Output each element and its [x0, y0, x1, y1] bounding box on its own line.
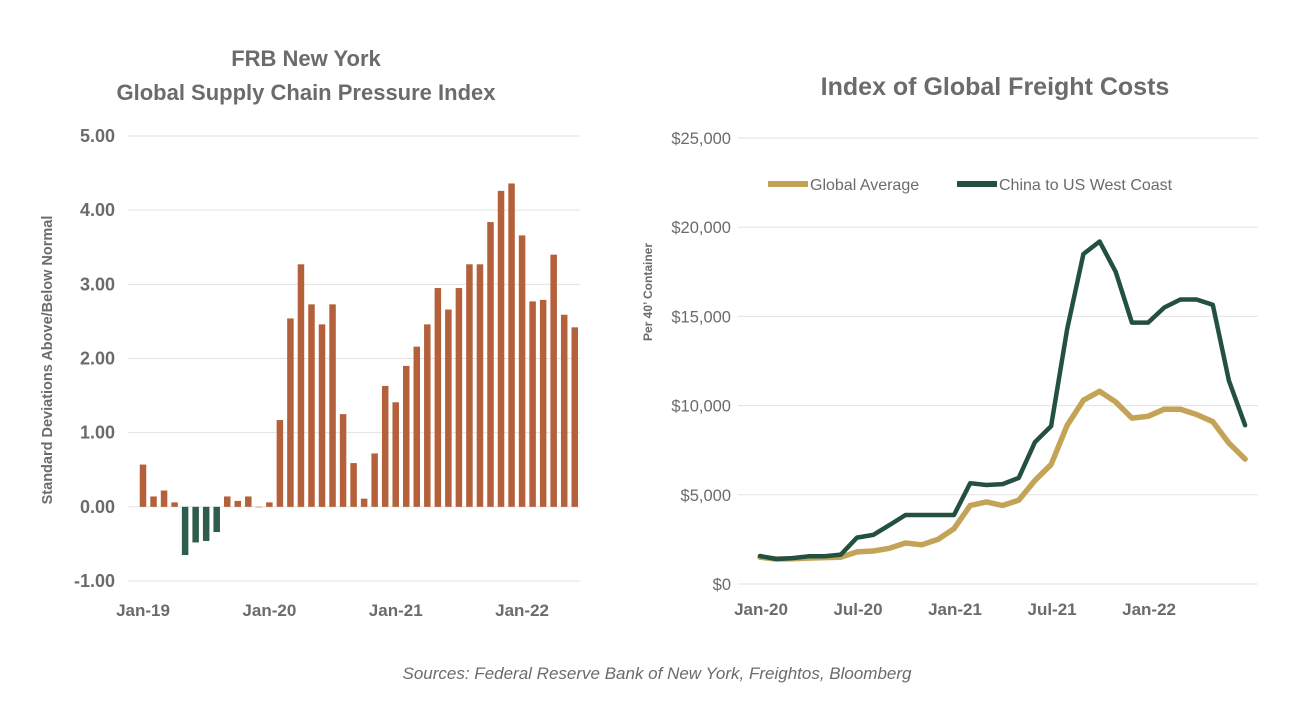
bar-nov-21: [497, 190, 505, 507]
y-tick-label: $0: [713, 576, 731, 594]
source-note: Sources: Federal Reserve Bank of New Yor…: [402, 664, 912, 683]
x-tick-label: Jan-19: [116, 601, 170, 620]
bar-jun-19: [192, 506, 199, 543]
bar-apr-20: [297, 264, 305, 507]
y-axis-label: Standard Deviations Above/Below Normal: [40, 216, 56, 505]
bar-jun-22: [571, 327, 578, 507]
x-tick-label: Jan-21: [928, 600, 982, 619]
bar-jun-21: [445, 309, 452, 507]
y-tick-label: $20,000: [671, 219, 731, 237]
bar-dec-20: [381, 385, 389, 507]
chart-title-line2: Global Supply Chain Pressure Index: [117, 80, 497, 105]
bar-mar-20: [287, 318, 294, 507]
bar-dec-21: [508, 183, 515, 507]
chart-title-line1: FRB New York: [231, 46, 381, 71]
bar-apr-22: [550, 254, 557, 507]
bar-oct-19: [234, 500, 242, 507]
bar-mar-21: [413, 346, 421, 507]
y-tick-label: 3.00: [80, 274, 115, 294]
bar-sep-19: [223, 496, 231, 507]
bar-jan-19: [139, 464, 147, 507]
bar-feb-19: [150, 496, 157, 507]
bar-feb-20: [276, 420, 284, 507]
bar-jul-20: [329, 304, 336, 507]
bar-oct-20: [360, 498, 368, 507]
x-tick-label: Jan-21: [369, 601, 423, 620]
y-tick-label: $10,000: [671, 398, 731, 416]
bar-aug-19: [213, 506, 220, 533]
x-tick-label: Jan-22: [495, 601, 549, 620]
bar-jan-22: [518, 235, 526, 507]
bar-may-21: [434, 288, 442, 507]
bar-aug-21: [466, 264, 473, 507]
bar-nov-20: [371, 453, 378, 507]
bar-apr-19: [171, 502, 178, 507]
y-tick-label: -1.00: [74, 571, 115, 591]
x-tick-label: Jan-22: [1122, 600, 1176, 619]
bar-dec-19: [255, 506, 263, 508]
x-tick-label: Jul-20: [833, 600, 882, 619]
bar-jul-21: [455, 288, 463, 507]
bar-may-19: [181, 506, 189, 556]
series-lines: [757, 239, 1248, 562]
x-tick-label: Jul-21: [1027, 600, 1076, 619]
supply-chain-pressure-chart: FRB New York Global Supply Chain Pressur…: [40, 46, 580, 620]
bar-mar-19: [160, 490, 168, 507]
series-line-china-to-us-west-coast: [757, 239, 1248, 562]
y-tick-label: 2.00: [80, 349, 115, 369]
bar-sep-21: [476, 264, 484, 507]
bar-may-20: [308, 304, 315, 507]
legend-label-global-average: Global Average: [810, 177, 919, 194]
y-tick-label: 1.00: [80, 423, 115, 443]
bar-feb-22: [529, 301, 536, 507]
y-tick-label: 5.00: [80, 126, 115, 146]
x-tick-labels: Jan-19 Jan-20 Jan-21 Jan-22: [116, 601, 549, 620]
series-line-global-average: [757, 388, 1248, 562]
bar-aug-20: [339, 414, 347, 507]
y-tick-labels: 5.00 4.00 3.00 2.00 1.00 0.00 -1.00: [74, 126, 115, 591]
bar-jun-20: [318, 324, 326, 507]
bars: [139, 183, 578, 556]
x-tick-label: Jan-20: [242, 601, 296, 620]
bar-nov-19: [245, 496, 252, 507]
bar-sep-20: [350, 463, 357, 507]
bar-jan-21: [392, 402, 399, 507]
bar-feb-21: [403, 365, 410, 507]
legend-label-china-us-west: China to US West Coast: [999, 177, 1173, 194]
gridlines: [738, 137, 1258, 585]
y-tick-label: 0.00: [80, 497, 115, 517]
freight-costs-chart: Index of Global Freight Costs Per 40’ Co…: [641, 73, 1258, 619]
y-tick-label: $5,000: [681, 487, 731, 505]
legend: Global Average China to US West Coast: [768, 177, 1173, 194]
bar-mar-22: [539, 299, 547, 507]
y-tick-label: 4.00: [80, 200, 115, 220]
x-tick-label: Jan-20: [734, 600, 788, 619]
bar-apr-21: [424, 324, 431, 507]
y-tick-label: $25,000: [671, 130, 731, 148]
bar-oct-21: [487, 222, 494, 507]
x-tick-labels: Jan-20 Jul-20 Jan-21 Jul-21 Jan-22: [734, 600, 1176, 619]
bar-jan-20: [266, 502, 273, 507]
bar-may-22: [560, 314, 568, 507]
y-tick-label: $15,000: [671, 308, 731, 326]
chart-title: Index of Global Freight Costs: [821, 73, 1170, 101]
y-axis-label: Per 40’ Container: [641, 243, 655, 341]
y-tick-labels: $25,000 $20,000 $15,000 $10,000 $5,000 $0: [671, 130, 731, 594]
bar-jul-19: [202, 506, 210, 541]
